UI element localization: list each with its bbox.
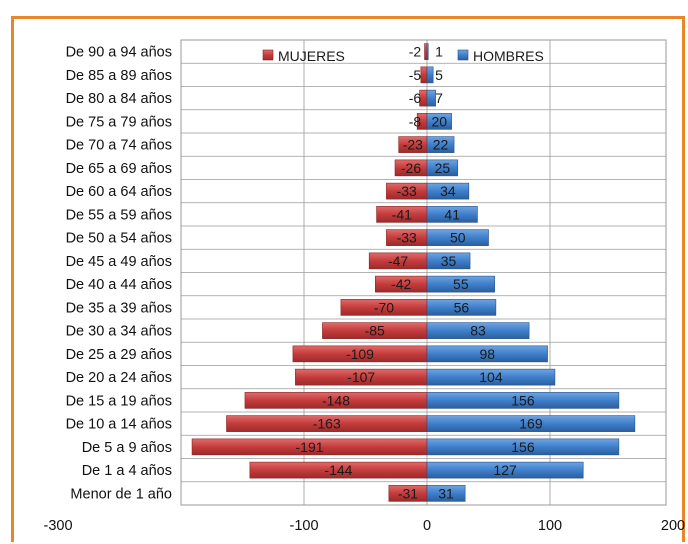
category-label-17: De 80 a 84 años — [66, 91, 172, 107]
bar-mujeres-19 — [424, 43, 428, 60]
x-tick-label-0: -300 — [43, 518, 72, 534]
data-label-mujeres-13: -33 — [397, 183, 417, 199]
data-label-mujeres-1: -144 — [324, 462, 352, 478]
category-label-3: De 10 a 14 años — [66, 417, 172, 433]
bar-hombres-0 — [426, 485, 466, 502]
bar-hombres-13 — [426, 182, 470, 200]
bar-hombres-17 — [426, 89, 436, 107]
category-label-11: De 50 a 54 años — [66, 231, 172, 247]
category-label-15: De 70 a 74 años — [66, 138, 172, 154]
bar-hombres-2 — [426, 438, 620, 456]
category-label-14: De 65 a 69 años — [66, 161, 172, 177]
category-label-9: De 40 a 44 años — [66, 277, 172, 293]
data-label-hombres-1: 127 — [493, 462, 517, 478]
x-tick-label-3: 100 — [538, 518, 562, 534]
category-label-8: De 35 a 39 años — [66, 300, 172, 316]
bar-hombres-10 — [426, 252, 471, 270]
x-tick-label-2: 0 — [423, 518, 431, 534]
data-label-hombres-0: 31 — [438, 485, 454, 501]
data-label-mujeres-14: -26 — [401, 160, 421, 176]
data-label-hombres-15: 22 — [433, 137, 449, 153]
bar-hombres-1 — [426, 461, 584, 479]
data-label-mujeres-0: -31 — [398, 485, 418, 501]
category-label-13: De 60 a 64 años — [66, 184, 172, 200]
bars — [191, 43, 636, 502]
data-label-hombres-11: 50 — [450, 230, 466, 246]
bar-mujeres-18 — [420, 66, 428, 84]
bar-hombres-19 — [426, 43, 429, 60]
x-axis-ticks: -300 -100 0 100 200 — [43, 518, 685, 534]
data-label-mujeres-11: -33 — [397, 230, 417, 246]
data-label-hombres-5: 104 — [479, 369, 503, 385]
category-label-19: De 90 a 94 años — [66, 45, 172, 61]
data-label-hombres-7: 83 — [470, 323, 486, 339]
x-tick-label-1: -100 — [289, 518, 318, 534]
category-label-10: De 45 a 49 años — [66, 254, 172, 270]
data-label-hombres-2: 156 — [511, 439, 535, 455]
bar-hombres-4 — [426, 392, 620, 409]
category-label-2: De 5 a 9 años — [82, 440, 172, 456]
data-label-mujeres-19: -2 — [409, 44, 422, 60]
category-label-1: De 1 a 4 años — [82, 463, 172, 479]
data-label-hombres-9: 55 — [453, 276, 469, 292]
data-label-hombres-4: 156 — [511, 392, 535, 408]
bar-hombres-5 — [426, 368, 556, 386]
data-labels: -31 31-144 127-191 156-163 169-148 156-107 104… — [296, 44, 543, 502]
category-labels: Menor de 1 año De 1 a 4 años De 5 a 9 años… — [66, 45, 172, 503]
data-label-mujeres-6: -109 — [346, 346, 374, 362]
data-label-hombres-13: 34 — [440, 183, 456, 199]
bar-hombres-14 — [426, 159, 459, 177]
data-label-hombres-17: 7 — [435, 90, 443, 106]
data-label-mujeres-7: -85 — [365, 323, 385, 339]
legend-swatch-mujeres — [262, 49, 274, 61]
bar-hombres-9 — [426, 275, 495, 293]
bar-hombres-3 — [426, 415, 636, 432]
category-label-12: De 55 a 59 años — [66, 207, 172, 223]
data-label-hombres-6: 98 — [479, 346, 495, 362]
category-label-7: De 30 a 34 años — [66, 324, 172, 340]
gridlines — [180, 39, 667, 506]
bar-hombres-8 — [426, 299, 497, 316]
bar-hombres-7 — [426, 322, 530, 339]
data-label-mujeres-3: -163 — [313, 416, 341, 432]
data-label-hombres-8: 56 — [454, 299, 470, 315]
data-label-mujeres-12: -41 — [392, 206, 412, 222]
legend: MUJERES HOMBRES — [262, 48, 544, 64]
legend-label-hombres: HOMBRES — [473, 48, 544, 64]
legend-label-mujeres: MUJERES — [278, 48, 345, 64]
bar-hombres-16 — [426, 113, 452, 130]
data-label-mujeres-9: -42 — [391, 276, 411, 292]
data-label-mujeres-10: -47 — [388, 253, 408, 269]
category-label-0: Menor de 1 año — [70, 486, 172, 502]
category-label-5: De 20 a 24 años — [66, 370, 172, 386]
data-label-mujeres-5: -107 — [347, 369, 375, 385]
data-label-mujeres-15: -23 — [403, 137, 423, 153]
data-label-mujeres-8: -70 — [374, 299, 394, 315]
data-label-mujeres-17: -6 — [409, 90, 422, 106]
data-label-hombres-10: 35 — [441, 253, 457, 269]
data-label-mujeres-4: -148 — [322, 392, 350, 408]
bar-hombres-15 — [426, 136, 455, 153]
category-label-18: De 85 a 89 años — [66, 68, 172, 84]
chart-frame — [11, 16, 685, 542]
data-label-hombres-14: 25 — [435, 160, 451, 176]
data-label-hombres-16: 20 — [432, 113, 448, 129]
bar-hombres-11 — [426, 229, 489, 246]
data-label-mujeres-16: -8 — [409, 113, 422, 129]
x-tick-label-4: 200 — [661, 518, 685, 534]
data-label-hombres-19: 1 — [435, 44, 443, 60]
category-label-16: De 75 a 79 años — [66, 114, 172, 130]
category-label-4: De 15 a 19 años — [66, 393, 172, 409]
data-label-hombres-18: 5 — [435, 67, 443, 83]
legend-swatch-hombres — [457, 49, 469, 61]
bar-hombres-6 — [426, 345, 548, 363]
data-label-hombres-3: 169 — [519, 416, 543, 432]
bar-hombres-18 — [426, 66, 434, 84]
data-label-mujeres-2: -191 — [296, 439, 324, 455]
category-label-6: De 25 a 29 años — [66, 347, 172, 363]
data-label-mujeres-18: -5 — [409, 67, 422, 83]
data-label-hombres-12: 41 — [444, 206, 460, 222]
bar-hombres-12 — [426, 206, 478, 223]
